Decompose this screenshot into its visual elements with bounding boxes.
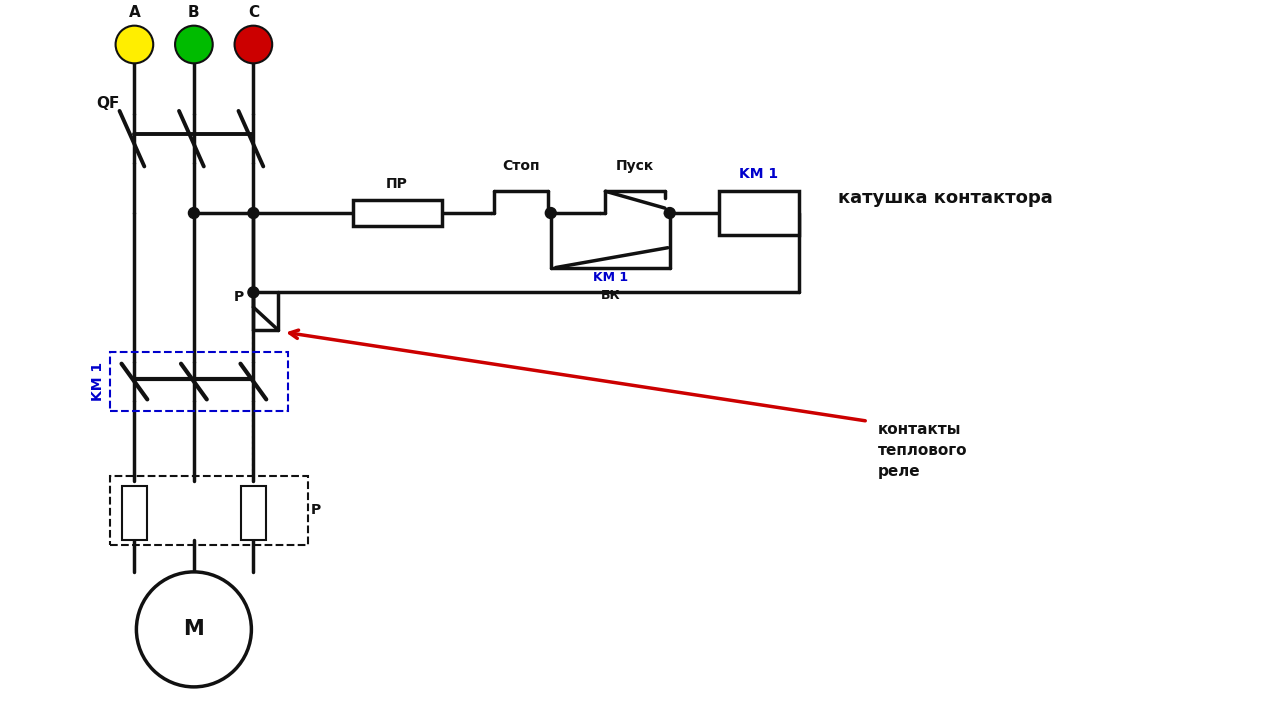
Circle shape [115, 26, 154, 63]
Circle shape [664, 207, 675, 218]
Text: B: B [188, 5, 200, 19]
Text: P: P [233, 290, 243, 305]
Circle shape [188, 207, 200, 218]
Text: C: C [248, 5, 259, 19]
Text: M: M [183, 619, 205, 639]
FancyBboxPatch shape [122, 486, 147, 540]
Text: KM 1: KM 1 [91, 362, 105, 401]
Circle shape [137, 572, 251, 687]
Text: ПР: ПР [387, 177, 408, 192]
Text: Стоп: Стоп [502, 159, 540, 174]
Text: контакты
теплового
реле: контакты теплового реле [878, 423, 968, 480]
Circle shape [248, 207, 259, 218]
FancyBboxPatch shape [241, 486, 266, 540]
Text: Пуск: Пуск [616, 159, 654, 174]
Text: БК: БК [600, 289, 620, 302]
Text: A: A [128, 5, 141, 19]
FancyBboxPatch shape [352, 200, 442, 226]
Circle shape [248, 287, 259, 298]
Text: KM 1: KM 1 [593, 271, 627, 284]
Circle shape [545, 207, 557, 218]
Circle shape [234, 26, 273, 63]
Text: P: P [311, 503, 321, 518]
Circle shape [175, 26, 212, 63]
FancyBboxPatch shape [719, 192, 799, 235]
Text: QF: QF [96, 96, 119, 111]
Text: KM 1: KM 1 [740, 167, 778, 181]
Text: катушка контактора: катушка контактора [838, 189, 1053, 207]
